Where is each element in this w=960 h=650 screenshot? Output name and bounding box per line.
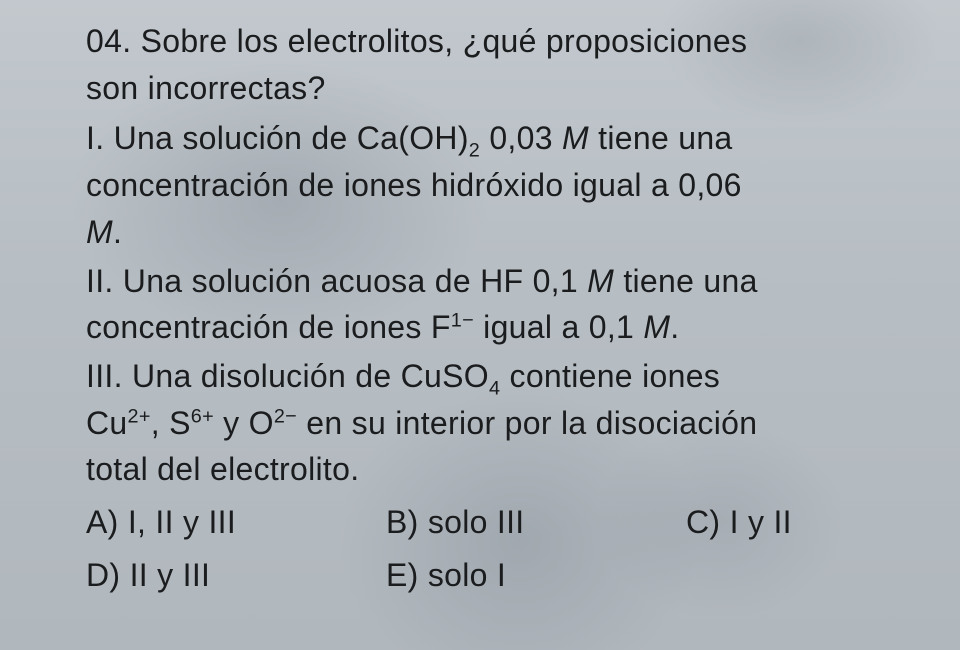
question-block: 04. Sobre los electrolitos, ¿qué proposi… bbox=[86, 18, 900, 599]
s-charge-superscript: 6+ bbox=[191, 405, 214, 427]
option-A-label: A) bbox=[86, 504, 119, 540]
option-C[interactable]: C) I y II bbox=[686, 499, 900, 546]
prop-III-text-1a: Una disolución de CuSO bbox=[132, 358, 489, 394]
prop-III-text-2-end: en su interior por la disociación bbox=[297, 405, 757, 441]
question-number: 04. bbox=[86, 23, 131, 59]
prop-II-text-1b: tiene una bbox=[614, 263, 758, 299]
prop-I-period: . bbox=[113, 214, 122, 250]
option-B-text: solo III bbox=[428, 504, 525, 540]
option-A-text: I, II y III bbox=[128, 504, 236, 540]
prop-II-label: II. bbox=[86, 263, 114, 299]
cu-charge-superscript: 2+ bbox=[128, 405, 151, 427]
prop-I-label: I. bbox=[86, 120, 104, 156]
molar-symbol: M bbox=[587, 263, 614, 299]
prop-II-text-2a: concentración de iones F bbox=[86, 309, 451, 345]
proposition-II: II. Una solución acuosa de HF 0,1 M tien… bbox=[86, 258, 900, 351]
prop-I-text-2: concentración de iones hidróxido igual a… bbox=[86, 167, 742, 203]
question-prompt: 04. Sobre los electrolitos, ¿qué proposi… bbox=[86, 18, 900, 111]
page-surface: 04. Sobre los electrolitos, ¿qué proposi… bbox=[0, 0, 960, 650]
option-E[interactable]: E) solo I bbox=[386, 552, 686, 599]
option-C-text: I y II bbox=[730, 504, 792, 540]
o-charge-superscript: 2− bbox=[274, 405, 297, 427]
prop-II-text-2b: igual a 0,1 bbox=[474, 309, 643, 345]
prop-III-text-3: total del electrolito. bbox=[86, 451, 359, 487]
prop-III-label: III. bbox=[86, 358, 123, 394]
proposition-I: I. Una solución de Ca(OH)2 0,03 M tiene … bbox=[86, 115, 900, 255]
prop-I-text-1b: 0,03 bbox=[480, 120, 562, 156]
proposition-III: III. Una disolución de CuSO4 contiene io… bbox=[86, 353, 900, 493]
sulfate-subscript: 4 bbox=[489, 377, 500, 399]
prompt-line-1: Sobre los electrolitos, ¿qué proposicion… bbox=[141, 23, 748, 59]
prompt-line-2: son incorrectas? bbox=[86, 70, 326, 106]
prop-III-text-1b: contiene iones bbox=[500, 358, 720, 394]
molar-symbol: M bbox=[562, 120, 589, 156]
option-E-label: E) bbox=[386, 557, 419, 593]
sep-1: , S bbox=[151, 405, 191, 441]
answer-options: A) I, II y III B) solo III C) I y II D) … bbox=[86, 499, 900, 598]
prop-II-text-2c: . bbox=[670, 309, 679, 345]
option-A[interactable]: A) I, II y III bbox=[86, 499, 386, 546]
molar-symbol: M bbox=[643, 309, 670, 345]
option-B[interactable]: B) solo III bbox=[386, 499, 686, 546]
caoh2-subscript: 2 bbox=[469, 140, 480, 162]
prop-I-text-1a: Una solución de Ca(OH) bbox=[114, 120, 469, 156]
option-C-label: C) bbox=[686, 504, 720, 540]
sep-2: y O bbox=[214, 405, 274, 441]
prop-II-text-1a: Una solución acuosa de HF 0,1 bbox=[123, 263, 587, 299]
option-D-label: D) bbox=[86, 557, 120, 593]
cu-symbol: Cu bbox=[86, 405, 128, 441]
option-E-text: solo I bbox=[428, 557, 506, 593]
molar-symbol: M bbox=[86, 214, 113, 250]
option-D[interactable]: D) II y III bbox=[86, 552, 386, 599]
prop-I-text-1c: tiene una bbox=[589, 120, 733, 156]
option-B-label: B) bbox=[386, 504, 419, 540]
fluoride-superscript: 1− bbox=[451, 310, 474, 332]
option-D-text: II y III bbox=[130, 557, 211, 593]
